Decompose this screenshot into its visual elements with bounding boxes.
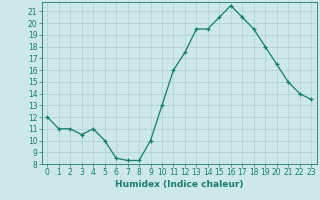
X-axis label: Humidex (Indice chaleur): Humidex (Indice chaleur) [115,180,244,189]
